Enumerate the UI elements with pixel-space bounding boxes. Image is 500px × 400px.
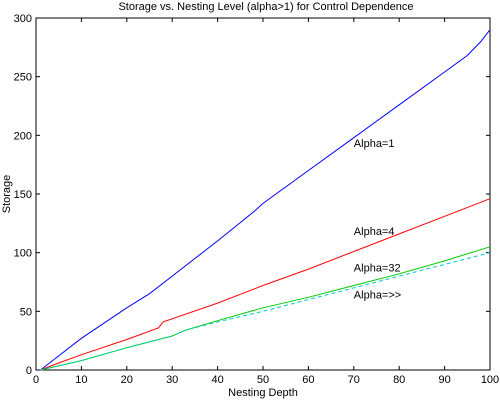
x-tick-label: 100 [481, 374, 499, 386]
y-tick-label: 100 [14, 248, 32, 260]
series-line-3 [40, 246, 491, 371]
x-tick-label: 50 [257, 374, 269, 386]
y-tick-label: 250 [14, 72, 32, 84]
y-tick-label: 200 [14, 130, 32, 142]
chart-title: Storage vs. Nesting Level (alpha>1) for … [118, 1, 413, 13]
y-tick-label: 300 [14, 13, 32, 25]
series-annotation-1: Alpha=1 [354, 138, 395, 150]
axis-ticks: 0 10 20 30 40 50 60 70 80 90 100 0 50 100 150 200 250 300 [14, 13, 500, 386]
series-annotation-3: Alpha=32 [354, 262, 401, 274]
series-line-1 [40, 29, 491, 371]
x-tick-label: 80 [393, 374, 405, 386]
x-tick-label: 20 [121, 374, 133, 386]
x-tick-label: 0 [33, 374, 39, 386]
plot-frame [35, 17, 491, 371]
series-annotation-4: Alpha=>> [354, 289, 401, 301]
x-tick-label: 40 [211, 374, 223, 386]
series-annotations: Alpha=1 Alpha=4 Alpha=32 Alpha=>> [354, 138, 401, 301]
x-tick-label: 90 [438, 374, 450, 386]
x-axis-label: Nesting Depth [228, 387, 298, 399]
y-tick-label: 50 [20, 306, 32, 318]
y-axis-label: Storage [1, 175, 13, 214]
x-tick-label: 10 [75, 374, 87, 386]
series-line-4 [40, 252, 491, 371]
series-annotation-2: Alpha=4 [354, 226, 395, 238]
series-line-2 [40, 198, 491, 371]
x-tick-label: 30 [166, 374, 178, 386]
series-lines [40, 29, 491, 371]
x-tick-label: 70 [348, 374, 360, 386]
y-tick-label: 150 [14, 189, 32, 201]
x-tick-label: 60 [302, 374, 314, 386]
y-tick-label: 0 [26, 365, 32, 377]
